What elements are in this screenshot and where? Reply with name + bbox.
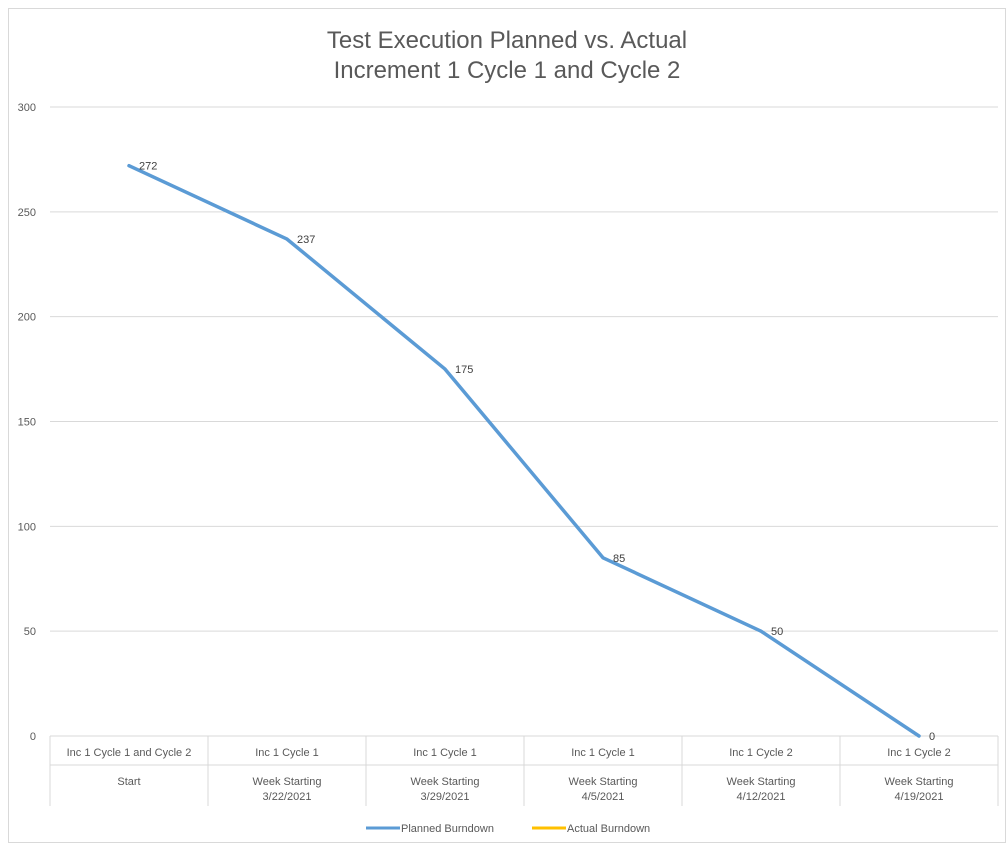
data-label-0-4: 50 (771, 626, 783, 638)
x-group-label-1: Inc 1 Cycle 1 (255, 747, 319, 759)
y-tick-label-50: 50 (24, 626, 36, 638)
x-group-label-5: Inc 1 Cycle 2 (887, 747, 951, 759)
y-tick-label-200: 200 (18, 312, 36, 324)
x-category-label-3-1: 4/5/2021 (582, 791, 625, 803)
x-category-label-4-1: 4/12/2021 (737, 791, 786, 803)
x-group-label-3: Inc 1 Cycle 1 (571, 747, 635, 759)
data-point-0-3 (601, 556, 605, 560)
legend-label-0: Planned Burndown (401, 823, 494, 835)
x-category-label-5-0: Week Starting (885, 776, 954, 788)
x-category-label-5-1: 4/19/2021 (895, 791, 944, 803)
data-point-0-0 (127, 164, 131, 168)
data-point-0-4 (759, 629, 763, 633)
x-category-label-2-0: Week Starting (411, 776, 480, 788)
x-category-label-3-0: Week Starting (569, 776, 638, 788)
chart-title-line-2: Increment 1 Cycle 1 and Cycle 2 (334, 57, 681, 84)
data-label-0-3: 85 (613, 553, 625, 565)
data-point-0-1 (285, 237, 289, 241)
data-label-0-5: 0 (929, 731, 935, 743)
y-tick-label-300: 300 (18, 102, 36, 114)
data-point-0-2 (443, 367, 447, 371)
y-tick-label-150: 150 (18, 417, 36, 429)
x-group-label-2: Inc 1 Cycle 1 (413, 747, 477, 759)
x-category-label-0-0: Start (117, 776, 140, 788)
legend-label-1: Actual Burndown (567, 823, 650, 835)
y-tick-label-0: 0 (30, 731, 36, 743)
chart-title-line-1: Test Execution Planned vs. Actual (327, 27, 687, 54)
x-category-label-2-1: 3/29/2021 (421, 791, 470, 803)
data-point-0-5 (917, 734, 921, 738)
data-label-0-0: 272 (139, 161, 157, 173)
series-line-0 (127, 163, 921, 738)
data-label-0-1: 237 (297, 234, 315, 246)
x-category-label-1-1: 3/22/2021 (263, 791, 312, 803)
y-tick-label-250: 250 (18, 207, 36, 219)
y-tick-label-100: 100 (18, 521, 36, 533)
x-category-label-1-0: Week Starting (253, 776, 322, 788)
chart-frame (8, 8, 1006, 843)
x-group-label-4: Inc 1 Cycle 2 (729, 747, 793, 759)
x-group-label-0: Inc 1 Cycle 1 and Cycle 2 (67, 747, 192, 759)
x-category-label-4-0: Week Starting (727, 776, 796, 788)
data-label-0-2: 175 (455, 364, 473, 376)
